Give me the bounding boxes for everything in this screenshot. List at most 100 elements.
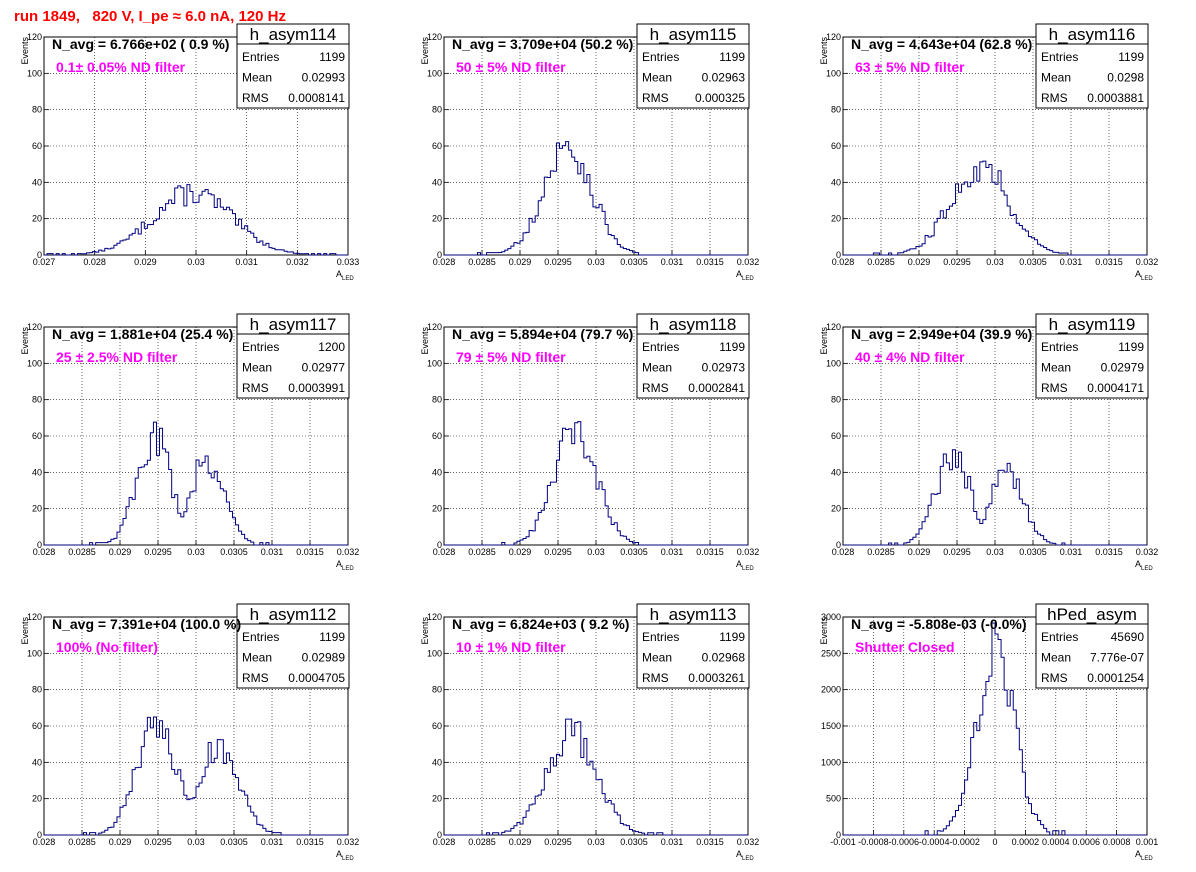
filter-label: 79 ± 5% ND filter <box>456 349 566 365</box>
x-tick-label: 0.0315 <box>296 547 324 557</box>
stats-key-rms: RMS <box>242 671 269 685</box>
stats-value-entries: 1199 <box>319 630 345 644</box>
histogram-line <box>843 622 1147 836</box>
x-tick-label: 0.0295 <box>544 257 572 267</box>
navg-label: N_avg = 5.894e+04 (79.7 %) <box>452 326 633 342</box>
y-tick-label: 120 <box>27 322 42 332</box>
x-tick-label: 0.033 <box>337 257 360 267</box>
x-tick-label: 0.0295 <box>544 837 572 847</box>
stats-box: hPed_asym Entries 45690 Mean 7.776e-07 RMS 0.0… <box>1035 603 1149 689</box>
navg-label: N_avg = -5.808e-03 (-0.0%) <box>851 616 1026 632</box>
y-tick-label: 80 <box>432 685 442 695</box>
stats-box: h_asym113 Entries 1199 Mean 0.02968 RMS 0.0003… <box>636 603 750 689</box>
x-tick-label: 0.0285 <box>867 547 895 557</box>
x-tick-label: 0.0295 <box>544 547 572 557</box>
x-tick-label: 0.03 <box>986 547 1004 557</box>
stats-value-mean: 0.02979 <box>1101 361 1145 375</box>
y-tick-label: 0 <box>437 830 442 840</box>
stats-box-frame <box>236 23 350 109</box>
stats-key-mean: Mean <box>1041 651 1071 665</box>
x-tick-label: 0.03 <box>587 257 605 267</box>
stats-box-frame <box>1035 313 1149 399</box>
x-tick-label: 0.028 <box>433 837 456 847</box>
stats-key-entries: Entries <box>1041 50 1078 64</box>
x-tick-label: 0.029 <box>509 547 532 557</box>
filter-label: 25 ± 2.5% ND filter <box>56 349 178 365</box>
stats-key-mean: Mean <box>1041 361 1071 375</box>
stats-value-rms: 0.0008141 <box>288 91 345 105</box>
y-tick-label: 20 <box>831 214 841 224</box>
navg-label: N_avg = 2.949e+04 (39.9 %) <box>851 326 1032 342</box>
y-tick-label: 80 <box>32 395 42 405</box>
x-tick-label: 0.0315 <box>696 547 724 557</box>
y-tick-label: 20 <box>432 214 442 224</box>
x-tick-label: 0.0315 <box>696 257 724 267</box>
x-tick-label: 0.0295 <box>943 547 971 557</box>
x-tick-label: 0.031 <box>261 547 284 557</box>
y-tick-label: 40 <box>32 467 42 477</box>
filter-label: 100% (No filter) <box>56 639 158 655</box>
stats-key-entries: Entries <box>642 630 679 644</box>
y-tick-label: 120 <box>826 32 841 42</box>
stats-key-entries: Entries <box>1041 340 1078 354</box>
stats-title: h_asym114 <box>250 25 337 44</box>
x-axis-label: ALED <box>736 849 754 862</box>
x-tick-label: 0.032 <box>337 547 360 557</box>
x-axis-label: ALED <box>1135 559 1153 572</box>
y-tick-label: 80 <box>432 105 442 115</box>
y-tick-label: 0 <box>836 830 841 840</box>
y-tick-label: 20 <box>32 504 42 514</box>
y-tick-label: 100 <box>427 68 442 78</box>
x-tick-label: 0.0285 <box>468 257 496 267</box>
histogram-panel-h-asym118: 0.028 0.0285 0.029 0.0295 0.03 0.0305 0.031 0.0… <box>420 313 759 572</box>
stats-box: h_asym117 Entries 1200 Mean 0.02977 RMS 0.0003… <box>236 313 350 399</box>
x-tick-label: 0.0295 <box>144 547 172 557</box>
x-tick-label: -0.001 <box>830 837 856 847</box>
stats-value-entries: 1200 <box>318 340 345 354</box>
y-tick-label: 100 <box>27 358 42 368</box>
stats-value-entries: 1199 <box>1118 50 1144 64</box>
stats-box: h_asym119 Entries 1199 Mean 0.02979 RMS 0.0004… <box>1035 313 1149 399</box>
x-tick-label: 0.0002 <box>1012 837 1040 847</box>
x-tick-label: 0.032 <box>286 257 309 267</box>
x-axis-label-sub: LED <box>742 276 754 282</box>
stats-value-entries: 1199 <box>719 630 745 644</box>
y-tick-label: 20 <box>432 504 442 514</box>
y-tick-label: 1000 <box>821 757 841 767</box>
stats-key-rms: RMS <box>1041 381 1068 395</box>
navg-label: N_avg = 3.709e+04 (50.2 %) <box>452 36 633 52</box>
y-tick-label: 0 <box>836 540 841 550</box>
x-tick-label: 0.027 <box>33 257 56 267</box>
stats-value-mean: 7.776e-07 <box>1090 651 1144 665</box>
x-tick-label: 0.028 <box>832 257 855 267</box>
stats-key-rms: RMS <box>1041 671 1068 685</box>
stats-value-mean: 0.02963 <box>702 71 746 85</box>
x-tick-label: -0.0004 <box>919 837 950 847</box>
stats-value-entries: 45690 <box>1111 630 1145 644</box>
stats-title: h_asym113 <box>650 605 737 624</box>
y-tick-label: 80 <box>831 395 841 405</box>
x-tick-label: 0.028 <box>83 257 106 267</box>
stats-value-mean: 0.02973 <box>702 361 746 375</box>
histogram-panel-h-asym119: 0.028 0.0285 0.029 0.0295 0.03 0.0305 0.031 0.0… <box>819 313 1158 572</box>
x-tick-label: 0.0295 <box>943 257 971 267</box>
y-tick-label: 0 <box>437 250 442 260</box>
x-tick-label: 0.0315 <box>296 837 324 847</box>
navg-label: N_avg = 4.643e+04 (62.8 %) <box>851 36 1032 52</box>
x-tick-label: -0.0006 <box>889 837 920 847</box>
y-tick-label: 100 <box>27 68 42 78</box>
x-tick-label: 0.0295 <box>144 837 172 847</box>
histogram-line <box>44 184 348 256</box>
x-tick-label: 0.0004 <box>1042 837 1070 847</box>
x-tick-label: 0.0315 <box>696 837 724 847</box>
stats-value-mean: 0.02993 <box>302 71 346 85</box>
x-tick-label: 0.03 <box>587 547 605 557</box>
stats-key-mean: Mean <box>242 71 272 85</box>
histogram-line <box>444 718 748 836</box>
stats-key-mean: Mean <box>642 71 672 85</box>
y-tick-label: 80 <box>32 105 42 115</box>
x-tick-label: 0.03 <box>187 837 205 847</box>
y-axis-label: Events <box>20 327 30 355</box>
stats-value-entries: 1199 <box>1118 340 1144 354</box>
